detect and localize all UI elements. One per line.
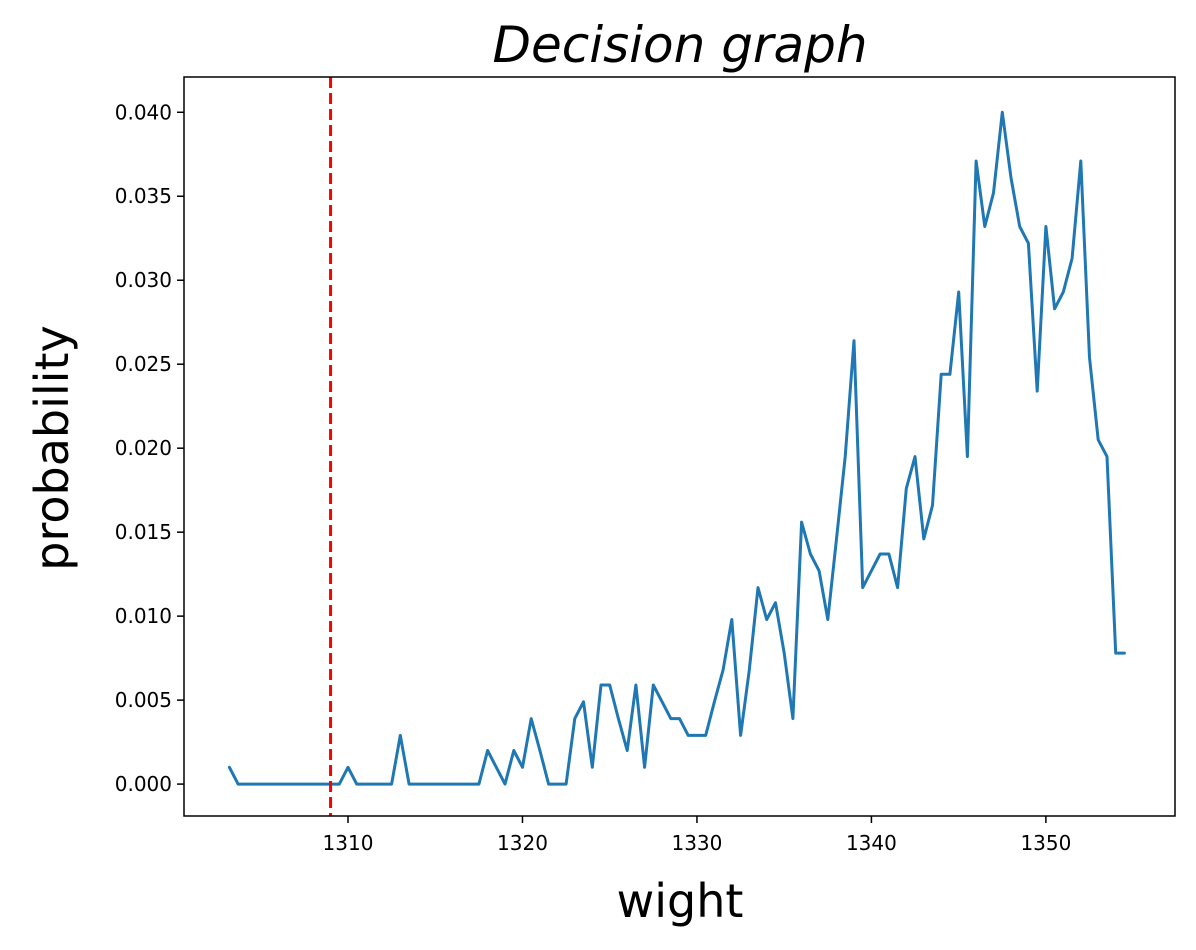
x-tick-label: 1320 — [497, 831, 548, 855]
y-tick-label: 0.020 — [115, 436, 172, 460]
x-tick-label: 1310 — [323, 831, 374, 855]
x-tick-label: 1330 — [671, 831, 722, 855]
y-tick-label: 0.040 — [115, 100, 172, 124]
y-tick-label: 0.010 — [115, 604, 172, 628]
plot-frame — [183, 76, 1176, 817]
chart-title: Decision graph — [492, 16, 867, 74]
y-tick-label: 0.000 — [115, 772, 172, 796]
x-axis-label: wight — [617, 874, 744, 928]
y-tick-label: 0.005 — [115, 688, 172, 712]
x-tick-label: 1350 — [1020, 831, 1071, 855]
y-tick-label: 0.035 — [115, 184, 172, 208]
series-line-0 — [227, 110, 1126, 786]
y-tick-label: 0.025 — [115, 352, 172, 376]
axis-ticks: 1310 1320 1330 1340 1350 0.000 0.005 0.010 0.015… — [115, 100, 1072, 855]
x-tick-label: 1340 — [846, 831, 897, 855]
y-tick-label: 0.015 — [115, 520, 172, 544]
y-tick-label: 0.030 — [115, 268, 172, 292]
y-axis-label: probability — [25, 325, 79, 570]
plot-area — [227, 77, 1126, 816]
